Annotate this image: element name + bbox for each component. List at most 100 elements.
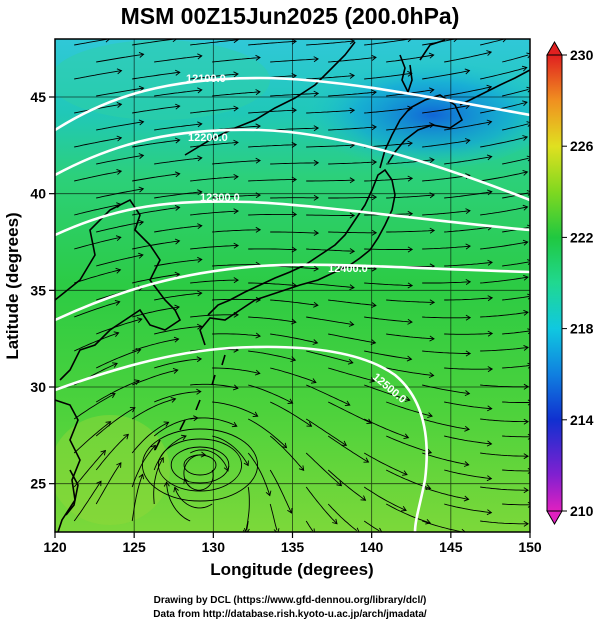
streamline-arrow	[134, 379, 140, 385]
colorbar-scale	[546, 54, 563, 512]
streamline	[502, 88, 529, 97]
streamline	[328, 367, 375, 382]
streamline-arrow	[537, 247, 542, 252]
streamline	[444, 51, 492, 63]
streamline-arrow	[138, 85, 145, 92]
streamline-arrow	[255, 123, 261, 130]
streamline-arrow	[255, 54, 261, 61]
streamline-arrow	[453, 39, 458, 43]
streamline	[305, 520, 314, 532]
streamline	[245, 486, 250, 532]
streamline-arrow	[526, 155, 530, 162]
streamline	[73, 421, 111, 454]
streamline-arrow	[407, 210, 414, 217]
contour-12400	[55, 263, 530, 322]
streamline	[364, 107, 413, 114]
streamline-arrow	[173, 336, 180, 343]
cyclone-swirl	[157, 438, 243, 492]
streamline	[364, 282, 413, 287]
streamline-arrow	[487, 259, 493, 266]
streamline	[502, 401, 530, 403]
streamline	[502, 503, 530, 506]
streamline-arrow	[180, 434, 187, 441]
streamline-arrow	[163, 481, 170, 487]
streamline	[248, 384, 293, 404]
streamline-arrow	[255, 226, 262, 233]
colorbar-tick-label: 226	[570, 138, 594, 154]
streamline	[190, 141, 239, 148]
streamline-arrow	[196, 388, 202, 395]
streamline	[502, 157, 529, 165]
streamline-arrow	[360, 495, 367, 501]
streamline-arrow	[174, 238, 181, 245]
streamline-arrow	[502, 39, 507, 43]
streamline	[190, 279, 239, 284]
streamline-arrow	[428, 52, 435, 59]
streamline-arrow	[170, 396, 177, 403]
streamline	[444, 121, 492, 131]
contour-12500	[55, 345, 428, 532]
streamline-arrow	[371, 159, 378, 166]
streamline-arrow	[486, 50, 493, 56]
streamline-arrow	[537, 451, 541, 456]
streamline	[502, 365, 530, 369]
credit-drawing: Drawing by DCL (https://www.gfd-dennou.o…	[154, 595, 427, 606]
streamline	[95, 462, 122, 505]
streamline	[444, 435, 492, 445]
streamline	[422, 452, 469, 466]
streamline-arrow	[486, 84, 493, 91]
x-tick-label: 130	[202, 539, 226, 555]
streamline-arrow	[428, 372, 435, 379]
streamline-arrow	[349, 212, 356, 219]
streamline-arrow	[313, 159, 320, 166]
streamline-arrow	[114, 299, 121, 306]
streamline	[386, 159, 435, 165]
streamline	[328, 126, 377, 131]
cyclone-swirl	[183, 454, 217, 476]
streamline-arrow	[465, 314, 472, 321]
streamline	[305, 452, 342, 487]
streamline-arrow	[313, 265, 319, 272]
streamline	[386, 333, 435, 340]
streamline	[248, 144, 297, 148]
x-tick-label: 145	[439, 539, 463, 555]
streamline	[502, 330, 530, 335]
streamline-arrow	[291, 246, 298, 253]
streamline-arrow	[407, 39, 413, 43]
streamline	[328, 401, 372, 424]
streamline	[502, 435, 530, 438]
streamline-arrow	[521, 65, 528, 72]
streamline	[444, 332, 493, 335]
streamline-arrow	[105, 39, 111, 43]
streamline-arrow	[376, 527, 383, 532]
streamline	[95, 434, 129, 471]
streamline	[444, 226, 493, 233]
streamline	[386, 435, 432, 454]
streamline-arrow	[429, 87, 435, 94]
streamline-arrow	[461, 528, 466, 532]
streamline-arrow	[348, 321, 355, 327]
streamline	[444, 261, 493, 267]
streamline-arrow	[523, 383, 530, 390]
streamline-arrow	[536, 43, 541, 48]
streamline	[190, 39, 239, 46]
streamline-arrow	[174, 204, 181, 211]
streamline-arrow	[523, 487, 529, 494]
streamline	[248, 282, 297, 286]
streamline-arrow	[243, 460, 249, 467]
cyclone-swirl	[170, 446, 230, 484]
streamline	[306, 350, 353, 364]
contour-label-12100: 12100.0	[186, 73, 226, 85]
streamline	[502, 296, 530, 301]
streamline-arrow	[116, 68, 123, 75]
streamline-arrow	[312, 339, 319, 345]
streamline	[212, 333, 261, 337]
streamline-arrow	[255, 332, 261, 339]
streamline-arrow	[523, 453, 529, 460]
streamline-arrow	[464, 390, 471, 397]
x-axis: 120 125 130 135 140 145 150	[43, 532, 542, 555]
streamline-arrow	[116, 101, 123, 108]
streamline-arrow	[273, 528, 280, 532]
streamline	[306, 75, 355, 80]
streamline-arrow	[404, 396, 411, 402]
